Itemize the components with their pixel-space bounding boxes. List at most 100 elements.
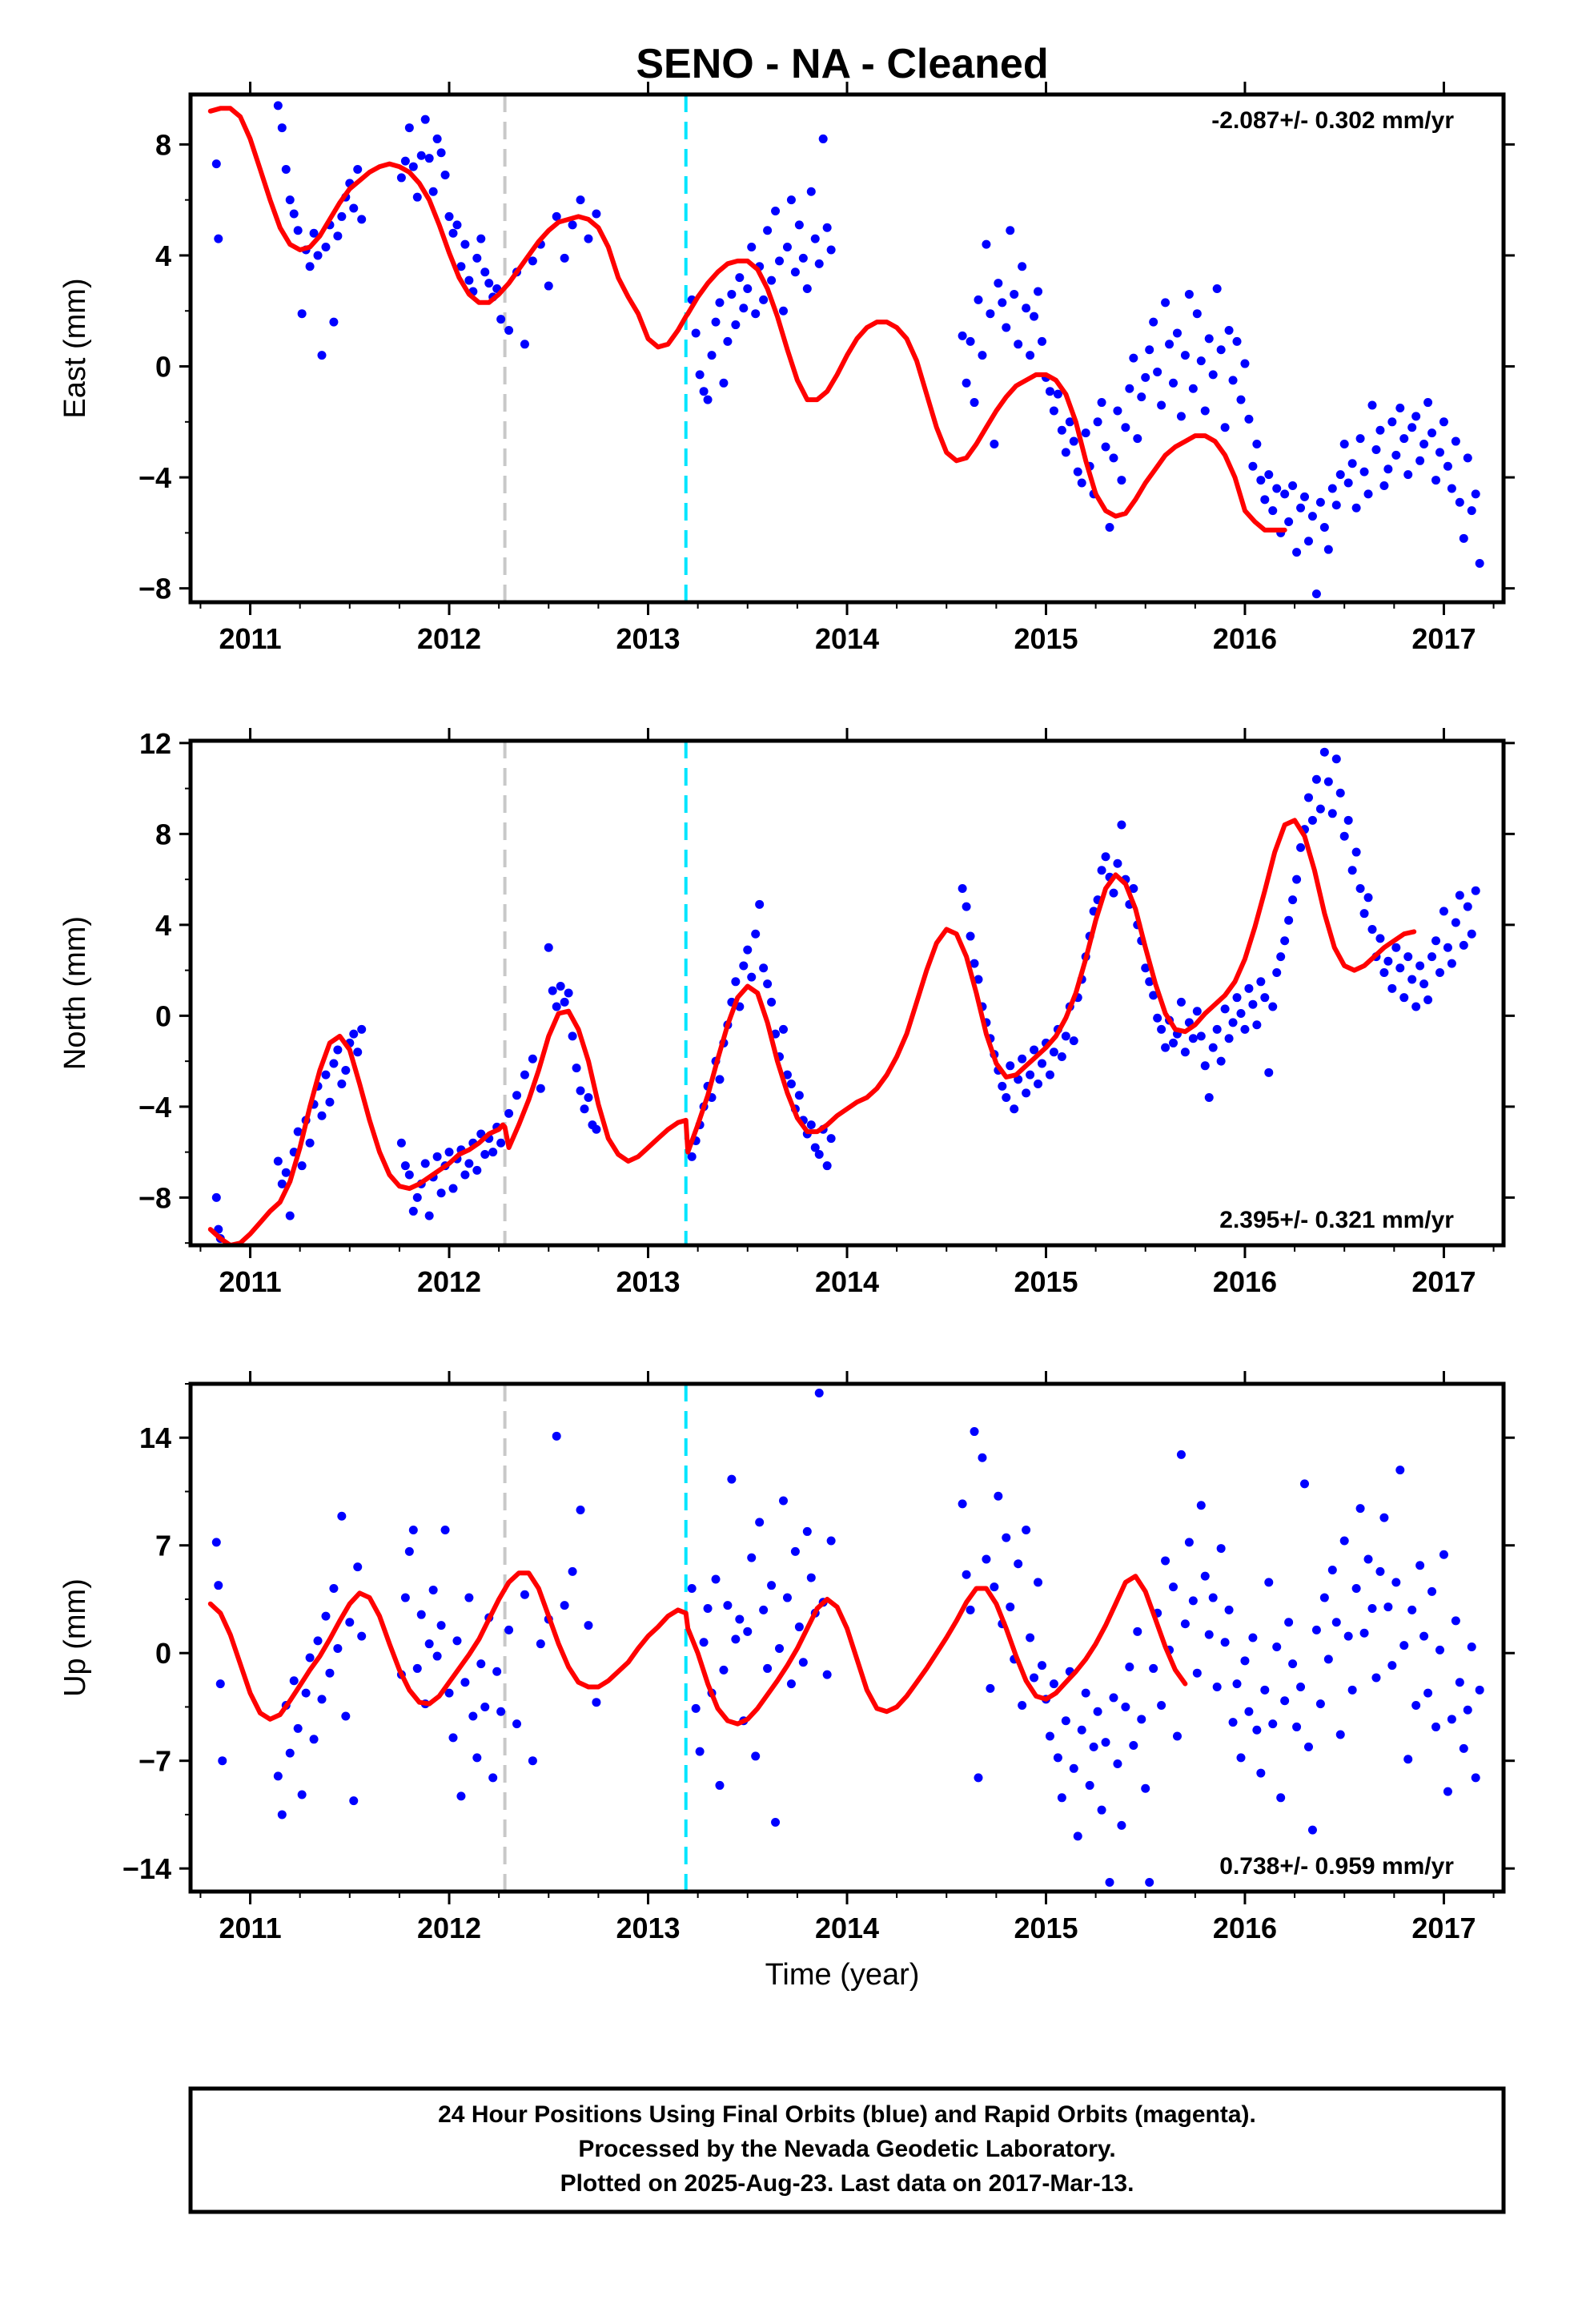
data-point xyxy=(488,1773,498,1783)
data-point xyxy=(592,209,601,219)
data-point xyxy=(1327,1565,1337,1574)
data-point xyxy=(273,101,283,111)
y-tick-label: 4 xyxy=(155,239,171,272)
data-point xyxy=(273,1156,283,1166)
data-point xyxy=(293,1127,303,1136)
data-point xyxy=(424,154,434,163)
data-point xyxy=(1260,495,1270,505)
data-point xyxy=(305,1653,315,1663)
data-point xyxy=(1057,1793,1066,1803)
data-point xyxy=(1002,1093,1011,1103)
data-point xyxy=(309,1735,319,1744)
data-point xyxy=(309,228,319,238)
data-point xyxy=(211,159,221,169)
data-point xyxy=(1129,883,1138,893)
data-point xyxy=(1335,1730,1345,1739)
y-tick-label: −4 xyxy=(139,1091,171,1124)
x-tick-label: 2014 xyxy=(815,1265,879,1298)
x-tick-label: 2015 xyxy=(1014,1265,1078,1298)
data-point xyxy=(814,259,824,268)
data-point xyxy=(214,1581,223,1590)
data-point xyxy=(432,1651,442,1661)
data-point xyxy=(468,1711,478,1721)
data-point xyxy=(396,173,406,183)
data-point xyxy=(293,1723,303,1733)
data-point xyxy=(496,315,506,324)
data-point xyxy=(1014,1559,1023,1569)
data-point xyxy=(687,1584,697,1594)
y-tick-label: 0 xyxy=(155,351,171,384)
data-point xyxy=(1022,304,1031,313)
data-point xyxy=(1034,1578,1043,1587)
data-point xyxy=(1049,406,1058,416)
data-point xyxy=(1252,1725,1262,1735)
data-point xyxy=(440,1526,450,1535)
data-point xyxy=(552,1002,561,1011)
data-point xyxy=(1045,1731,1054,1741)
data-point xyxy=(1367,1603,1377,1613)
data-point xyxy=(1053,1753,1062,1763)
data-point xyxy=(1467,929,1476,939)
data-point xyxy=(1423,398,1433,408)
data-point xyxy=(822,223,832,232)
data-point xyxy=(1323,777,1333,786)
data-point xyxy=(1363,893,1373,903)
data-point xyxy=(826,1536,836,1546)
data-point xyxy=(1303,793,1313,802)
data-point xyxy=(1018,262,1027,271)
data-point xyxy=(1176,1449,1186,1459)
data-point xyxy=(285,1748,295,1758)
data-point xyxy=(329,317,339,327)
data-point xyxy=(822,1161,832,1171)
x-tick-label: 2015 xyxy=(1014,622,1078,655)
data-point xyxy=(325,1097,335,1107)
data-point xyxy=(1415,961,1425,971)
data-point xyxy=(1208,1043,1218,1052)
data-point xyxy=(1383,956,1393,966)
data-point xyxy=(1411,412,1421,421)
data-point xyxy=(1455,1678,1464,1687)
data-point xyxy=(1307,815,1317,825)
data-point xyxy=(488,1148,498,1157)
data-point xyxy=(1093,1707,1102,1716)
data-point xyxy=(1236,395,1246,404)
data-point xyxy=(1459,940,1468,950)
data-point xyxy=(962,378,971,388)
data-point xyxy=(1180,1619,1190,1629)
data-point xyxy=(424,1639,434,1649)
data-point xyxy=(782,243,792,252)
data-point xyxy=(1439,1550,1448,1559)
data-point xyxy=(970,398,979,408)
data-point xyxy=(1427,1586,1437,1596)
data-point xyxy=(576,1086,585,1096)
data-point xyxy=(1204,1630,1214,1639)
data-point xyxy=(1399,1641,1409,1651)
data-point xyxy=(1451,918,1460,927)
data-point xyxy=(778,1024,788,1034)
data-point xyxy=(1280,1696,1290,1706)
data-point xyxy=(1300,1479,1310,1489)
data-point xyxy=(560,1601,569,1610)
data-point xyxy=(273,1771,283,1781)
footer-line-2: Processed by the Nevada Geodetic Laborat… xyxy=(578,2136,1115,2162)
data-point xyxy=(404,1170,414,1180)
data-point xyxy=(1232,993,1242,1003)
data-point xyxy=(771,1818,781,1827)
y-tick-label: −8 xyxy=(139,573,171,605)
data-point xyxy=(1121,1702,1130,1711)
data-point xyxy=(337,211,347,221)
data-point xyxy=(1475,558,1484,568)
data-point xyxy=(1403,470,1413,480)
data-point xyxy=(1339,440,1349,449)
data-point xyxy=(735,1614,745,1624)
data-point xyxy=(321,1070,331,1080)
data-point xyxy=(747,972,757,982)
data-point xyxy=(1284,915,1294,925)
data-point xyxy=(1184,289,1194,299)
data-point xyxy=(1276,1793,1286,1803)
data-point xyxy=(1109,453,1118,463)
data-point xyxy=(1101,852,1110,862)
data-point xyxy=(1022,1526,1031,1535)
data-point xyxy=(1455,497,1464,507)
data-point xyxy=(1371,444,1381,454)
